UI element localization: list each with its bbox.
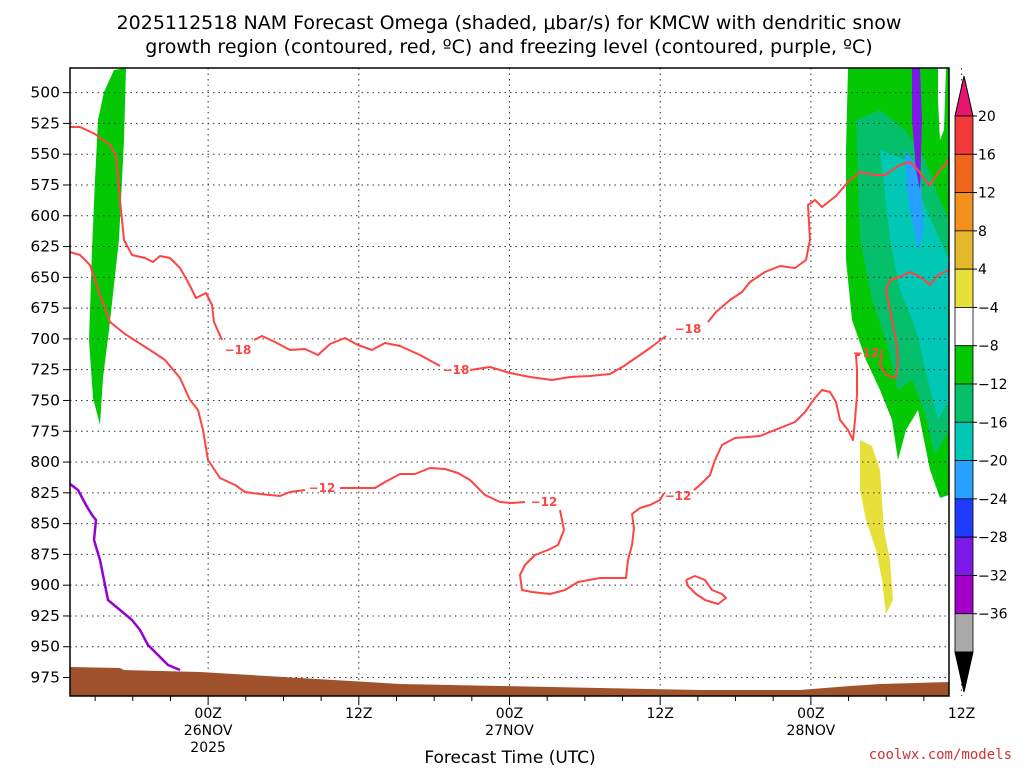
omega-shade-right-cyan (880, 150, 949, 420)
y-axis-ticks: 500 525 550 575 600 625 650 675 700 725 750 775 800 8… (30, 84, 70, 687)
y-tick-label: 625 (30, 238, 60, 256)
y-tick-label: 675 (30, 299, 60, 317)
colorbar-segment (954, 153, 974, 193)
freezing-level-contour (69, 483, 181, 672)
dgz-bottom-contour-a (69, 251, 306, 497)
terrain-fill (70, 667, 949, 696)
x-tick-date: 27NOV (485, 723, 534, 739)
dgz-top-contour-d (707, 157, 950, 323)
y-tick-label: 500 (30, 84, 60, 102)
colorbar-label: −4 (978, 300, 999, 316)
colorbar-segment (954, 383, 974, 423)
colorbar-segment (954, 307, 974, 347)
contour-label: −12 (531, 495, 558, 509)
x-tick-label: 12Z (646, 706, 673, 722)
colorbar-segment (954, 536, 974, 576)
omega-shading (89, 68, 949, 614)
colorbar-segment (954, 345, 974, 385)
colorbar-segment (954, 230, 974, 270)
y-tick-label: 875 (30, 545, 60, 563)
colorbar-segment (954, 460, 974, 500)
colorbar-label: −8 (978, 339, 999, 355)
y-tick-label: 950 (30, 638, 60, 656)
contour-label: −12 (309, 481, 336, 495)
y-tick-label: 750 (30, 391, 60, 409)
x-tick-date: 26NOV (184, 723, 233, 739)
y-tick-label: 975 (30, 669, 60, 687)
omega-shade-yellow-plume (860, 440, 893, 614)
y-tick-label: 725 (30, 361, 60, 379)
y-tick-label: 700 (30, 330, 60, 348)
colorbar-segment (954, 115, 974, 155)
colorbar-bottom-arrow (954, 651, 974, 693)
dgz-right-contour (879, 269, 950, 379)
dgz-top-contour-b (253, 335, 441, 367)
contour-label: −18 (675, 322, 702, 336)
colorbar-label: −28 (978, 530, 1008, 546)
y-tick-label: 925 (30, 607, 60, 625)
dgz-bottom-contour-c (519, 492, 665, 595)
colorbar-label: −12 (978, 377, 1008, 393)
colorbar-segment (954, 498, 974, 538)
y-tick-label: 825 (30, 484, 60, 502)
dgz-bottom-contour-d (693, 354, 860, 491)
y-tick-label: 800 (30, 453, 60, 471)
colorbar: 20 16 12 8 4 −4 −8 −12 −16 −20 −24 −28 −32 −36 (954, 75, 1008, 693)
colorbar-segment (954, 421, 974, 461)
colorbar-segment (954, 575, 974, 615)
colorbar-label: −36 (978, 607, 1008, 623)
x-tick-label: 12Z (948, 706, 975, 722)
y-tick-label: 525 (30, 114, 60, 132)
y-tick-label: 775 (30, 422, 60, 440)
dgz-closed-contour (685, 575, 727, 605)
contour-label: −18 (443, 363, 470, 377)
colorbar-label: 12 (978, 186, 996, 202)
x-tick-year: 2025 (190, 740, 226, 756)
dgz-top-contour-c (469, 335, 667, 381)
x-tick-label: 00Z (194, 706, 221, 722)
x-axis-label: Forecast Time (UTC) (424, 748, 595, 768)
credit-text: coolwx.com/models (869, 747, 1012, 763)
x-tick-date: 28NOV (787, 723, 836, 739)
contour-label: −12 (853, 346, 880, 360)
terrain-surface (70, 667, 949, 696)
colorbar-label: 16 (978, 147, 996, 163)
colorbar-label: −16 (978, 415, 1008, 431)
colorbar-segment (954, 192, 974, 232)
y-tick-label: 900 (30, 576, 60, 594)
colorbar-label: −24 (978, 492, 1008, 508)
chart-title-line-2: growth region (contoured, red, ºC) and f… (145, 36, 872, 58)
contour-label: −12 (665, 489, 692, 503)
colorbar-segment (954, 613, 974, 653)
dgz-bottom-contour-b (340, 467, 526, 504)
x-tick-label: 00Z (496, 706, 523, 722)
y-tick-label: 600 (30, 207, 60, 225)
x-tick-label: 00Z (797, 706, 824, 722)
x-axis-ticks: 00Z26NOV202512Z00Z27NOV12Z00Z28NOV12Z00Z… (94, 696, 975, 756)
y-tick-label: 850 (30, 515, 60, 533)
contour-lines: −18 −18 −18 −12 −12 −12 −12 (69, 126, 950, 672)
colorbar-label: 8 (978, 224, 987, 240)
contour-label: −18 (225, 343, 252, 357)
colorbar-label: 4 (978, 262, 987, 278)
omega-shade-right-purple (912, 68, 922, 190)
colorbar-label: −20 (978, 454, 1008, 470)
dgz-top-contour-a (70, 126, 223, 341)
colorbar-segment (954, 268, 974, 308)
chart-title-line-1: 2025112518 NAM Forecast Omega (shaded, μ… (117, 12, 902, 34)
y-tick-label: 550 (30, 145, 60, 163)
colorbar-label: 20 (978, 109, 996, 125)
colorbar-top-arrow (954, 75, 974, 117)
x-tick-label: 12Z (345, 706, 372, 722)
colorbar-label: −32 (978, 568, 1008, 584)
y-tick-label: 650 (30, 268, 60, 286)
omega-shade-right-white-gap (938, 68, 946, 140)
y-tick-label: 575 (30, 176, 60, 194)
